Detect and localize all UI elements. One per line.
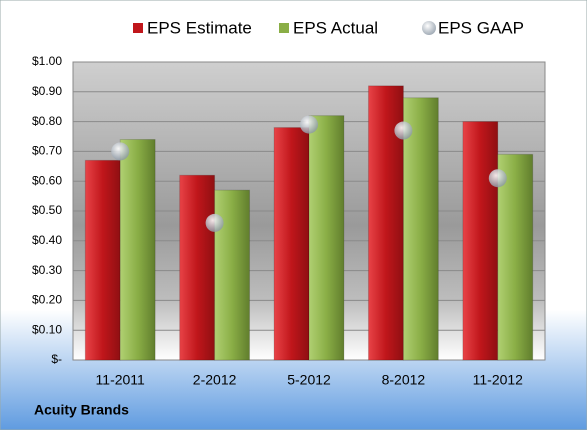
- bar: [308, 115, 345, 361]
- marker: [488, 169, 507, 188]
- y-tick-label: $0.50: [32, 203, 62, 217]
- footer: Acuity Brands: [34, 402, 129, 418]
- marker: [394, 121, 413, 140]
- y-tick-label: $0.40: [32, 233, 62, 247]
- bar: [497, 153, 534, 361]
- x-tick-label: 2-2012: [193, 372, 237, 388]
- x-tick-label: 8-2012: [382, 372, 426, 388]
- y-tick-label: $0.90: [32, 84, 62, 98]
- legend-marker: [279, 23, 289, 33]
- x-tick-label: 11-2011: [96, 372, 146, 388]
- marker: [111, 142, 130, 161]
- bar: [119, 138, 156, 361]
- bar: [402, 97, 439, 361]
- bar: [84, 159, 121, 361]
- marker: [300, 115, 318, 134]
- legend-marker: [422, 21, 436, 35]
- y-tick-label: $0.20: [32, 293, 62, 307]
- legend-marker: [133, 23, 143, 33]
- legend-label: EPS GAAP: [438, 18, 524, 37]
- y-tick-label: $0.80: [32, 114, 62, 128]
- y-tick-label: $1.00: [32, 54, 62, 68]
- bar: [214, 189, 251, 361]
- y-tick-label: $0.10: [32, 322, 62, 336]
- legend-label: EPS Estimate: [147, 18, 252, 37]
- legend-label: EPS Actual: [293, 18, 378, 37]
- bar: [462, 121, 499, 361]
- bar: [273, 127, 310, 361]
- x-tick-label: 5-2012: [287, 372, 331, 388]
- marker: [205, 213, 224, 232]
- y-tick-label: $-: [51, 352, 62, 366]
- y-tick-label: $0.60: [32, 173, 62, 187]
- y-tick-label: $0.30: [32, 263, 62, 277]
- y-tick-label: $0.70: [32, 144, 62, 158]
- bar: [179, 174, 216, 361]
- x-tick-label: 11-2012: [473, 372, 524, 388]
